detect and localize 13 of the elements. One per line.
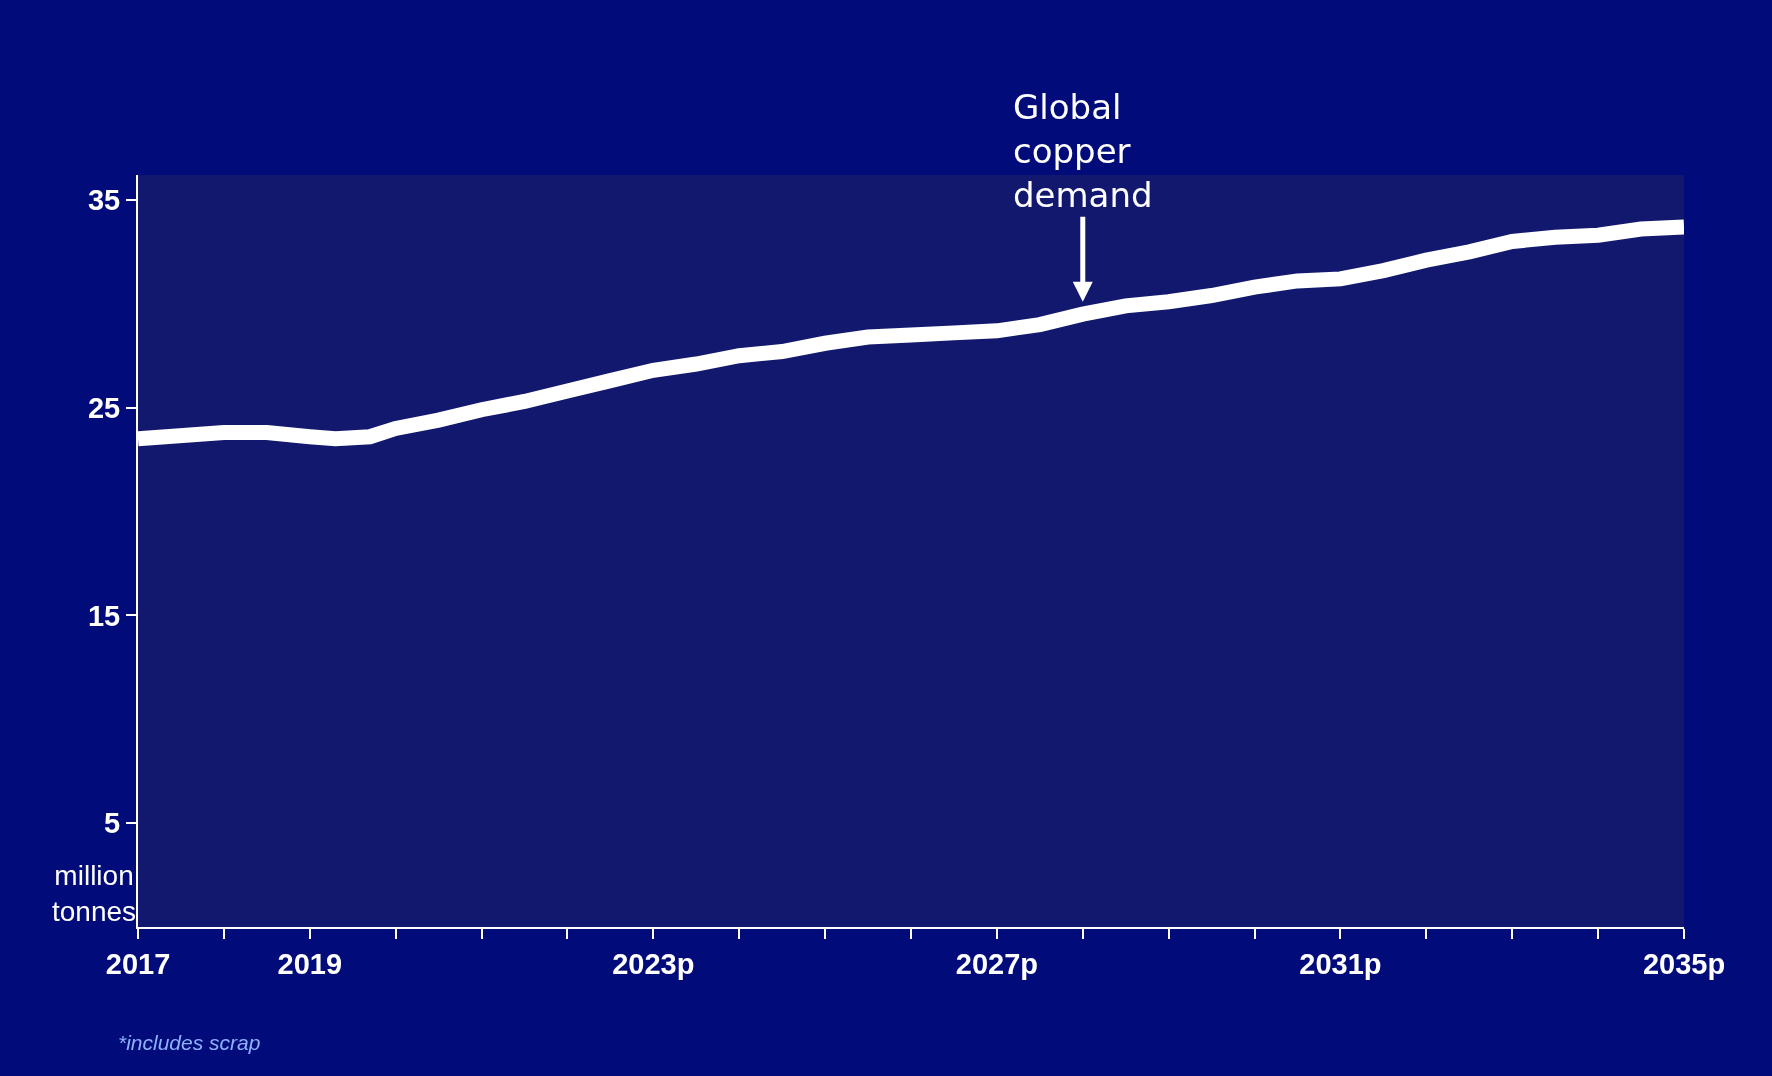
y-tick-label: 5 bbox=[104, 807, 121, 840]
annotation: Global copper demand bbox=[1013, 87, 1153, 216]
x-tick-label: 2027p bbox=[955, 947, 1039, 980]
x-tick-label: 2023p bbox=[612, 947, 695, 980]
text: *includes scrap bbox=[118, 1031, 261, 1054]
y-axis-title: million tonnes bbox=[52, 860, 137, 928]
y-tick-label: 15 bbox=[87, 599, 121, 632]
x-tick-label: 2035p bbox=[1642, 947, 1726, 980]
y-tick-label: 25 bbox=[87, 391, 121, 424]
x-tick-label: 2017 bbox=[105, 947, 171, 980]
y-tick-label: 35 bbox=[87, 184, 121, 217]
x-tick-label: 2031p bbox=[1299, 947, 1382, 980]
x-tick-label: 2019 bbox=[277, 947, 343, 980]
